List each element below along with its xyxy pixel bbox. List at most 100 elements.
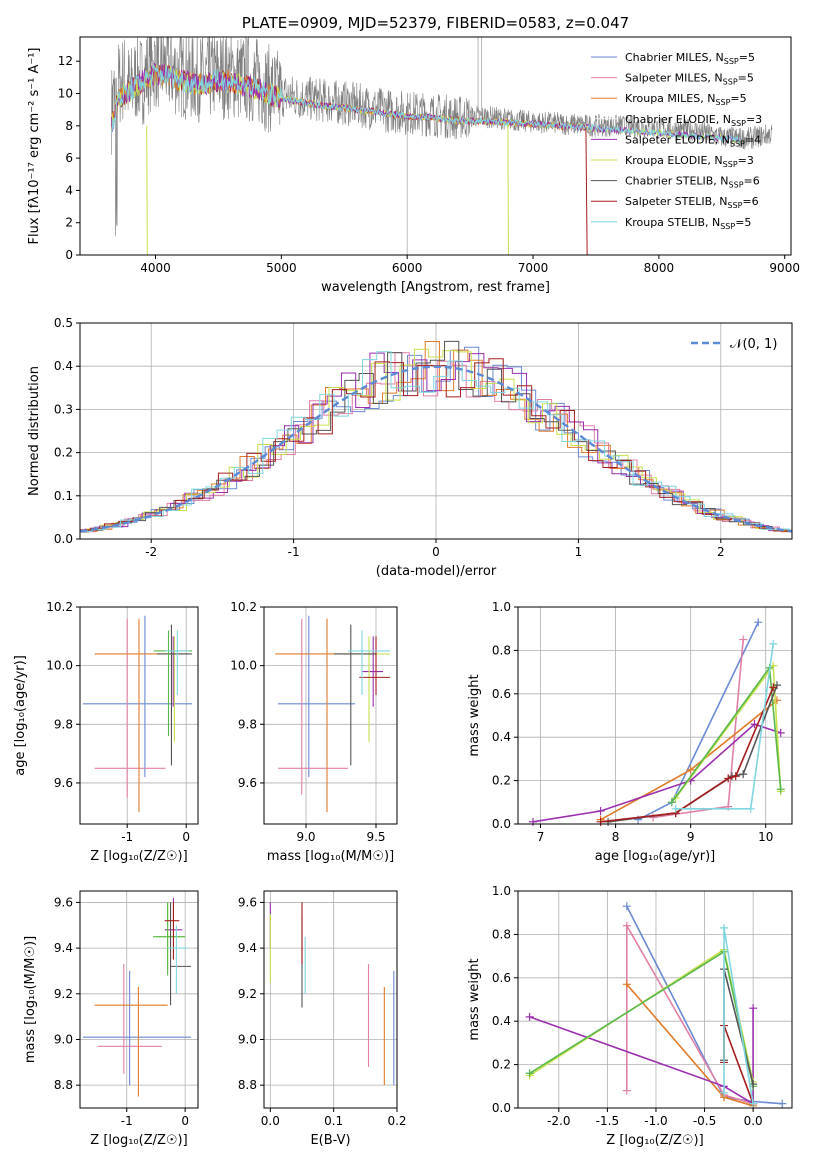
legend-value: =5 (735, 216, 751, 229)
y-tick-label: 9.0 (238, 1032, 257, 1046)
legend-entry: Chabrier MILES, NSSP=5 (625, 51, 755, 66)
weight-point-marker (769, 683, 778, 692)
mass-vs-ebv-chart: 0.0 0.1 0.2 8.8 9.0 9.2 9.4 9.6 E(B-V) (238, 890, 407, 1148)
age-vs-mass-frame (263, 606, 398, 825)
weight-point-marker (622, 980, 631, 989)
x-tick-label: 10 (758, 830, 773, 844)
y-tick-label: 12 (58, 54, 73, 68)
weight-vs-z-chart: -2.0 -1.5 -1.0 -0.5 0.0 0.0 0.2 0.4 0.6 0.8 1.0 Z [… (467, 884, 793, 1148)
residuals-series-group (80, 340, 792, 534)
mass-vs-ebv-marks (269, 902, 395, 1086)
age-vs-mass-marks (275, 615, 390, 813)
x-tick-label: 7 (537, 830, 545, 844)
age-vs-z-marks (82, 615, 193, 813)
legend-entry: Salpeter STELIB, NSSP=6 (625, 195, 759, 210)
weight-point-marker (622, 902, 631, 911)
legend-value: =6 (744, 175, 760, 188)
weight-vs-z-background (518, 891, 792, 1108)
legend-subscript: SSP (731, 119, 746, 128)
x-tick-label: 9000 (769, 261, 800, 275)
x-tick-label: 6000 (392, 261, 423, 275)
spectrum-series-group (111, 37, 773, 255)
residuals-histogram (80, 351, 792, 533)
weight-point-marker (724, 774, 733, 783)
weight-series-line (626, 922, 754, 1105)
legend-value: =5 (739, 51, 755, 64)
residuals-histogram (80, 358, 792, 533)
legend-subscript: SSP (723, 78, 738, 87)
weight-point-marker (649, 813, 658, 822)
mass-vs-ebv-frame (263, 890, 398, 1109)
weight-point-marker (772, 696, 781, 705)
weight-point-marker (719, 1088, 728, 1097)
x-tick-label: -1 (121, 1114, 133, 1128)
x-tick-label: -1 (288, 545, 300, 559)
weight-vs-age-chart: 7 8 9 10 0.0 0.2 0.4 0.6 0.8 1.0 age [log₁₀(age/yr… (467, 600, 793, 864)
residuals-histogram (80, 352, 792, 533)
y-tick-label: 0.2 (492, 1058, 511, 1072)
spectrum-frame (79, 36, 792, 256)
y-tick-label: 1.0 (492, 884, 511, 898)
y-tick-label: 9.6 (54, 776, 73, 790)
weight-point-marker (596, 806, 605, 815)
normal-curve (80, 365, 792, 533)
x-tick-label: 8000 (644, 261, 675, 275)
x-tick-label: -2.0 (547, 1114, 570, 1128)
weight-series-line (529, 1008, 754, 1106)
x-tick-label: 0.2 (387, 1114, 406, 1128)
y-tick-label: 8 (65, 119, 73, 133)
x-tick-label: 2 (717, 545, 725, 559)
x-tick-label: 0 (182, 830, 190, 844)
y-tick-label: 6 (65, 151, 73, 165)
weight-point-marker (731, 772, 740, 781)
y-tick-label: 0.8 (492, 927, 511, 941)
y-tick-label: 9.2 (54, 987, 73, 1001)
y-tick-label: 10 (58, 87, 73, 101)
mass-vs-ebv-background (264, 891, 397, 1108)
spectrum-model-dropout (146, 125, 148, 255)
weight-vs-age-background (518, 607, 792, 824)
x-tick-label: 0.0 (261, 1114, 280, 1128)
x-tick-label: -0.5 (693, 1114, 716, 1128)
y-tick-label: 10.0 (46, 659, 73, 673)
y-tick-label: 4 (65, 183, 73, 197)
mass-vs-z-marks (82, 897, 191, 1097)
age-vs-mass-chart: 9.0 9.5 9.6 9.8 10.0 10.2 mass [log₁₀(M/M☉)] (230, 600, 398, 864)
x-axis-label: age [log₁₀(age/yr)] (595, 849, 716, 864)
x-tick-label: -1.0 (644, 1114, 667, 1128)
legend-value: =5 (730, 92, 746, 105)
weight-point-marker (739, 770, 748, 779)
legend-entry: Salpeter ELODIE, NSSP=4 (625, 133, 761, 148)
y-axis-label: Normed distribution (27, 366, 42, 496)
y-tick-label: 0.2 (492, 774, 511, 788)
legend-entry: Salpeter MILES, NSSP=5 (625, 72, 754, 87)
legend-value: =5 (738, 72, 754, 85)
legend-value: =3 (746, 113, 762, 126)
weight-point-marker (525, 1012, 534, 1021)
legend-subscript: SSP (727, 201, 742, 210)
x-tick-label: -2 (145, 545, 157, 559)
spectrum-background (80, 37, 791, 255)
y-axis-label: mass weight (467, 674, 482, 756)
legend-subscript: SSP (724, 57, 739, 66)
y-tick-label: 9.6 (238, 895, 257, 909)
legend-entry: 𝒩(0, 1) (730, 337, 777, 352)
spectrum-model-dropout (585, 127, 588, 255)
weight-point-marker (719, 923, 728, 932)
spectrum-chart: 4000 5000 6000 7000 8000 9000 0 2 4 6 8 10 12 wavelen… (27, 14, 800, 295)
y-tick-label: 0.6 (492, 971, 511, 985)
weight-vs-z-frame (517, 890, 793, 1109)
weight-point-marker (776, 728, 785, 737)
x-tick-label: 7000 (518, 261, 549, 275)
legend-subscript: SSP (723, 160, 738, 169)
weight-point-marker (754, 618, 763, 627)
legend-entry: Chabrier ELODIE, NSSP=3 (625, 113, 762, 128)
y-tick-label: 9.4 (238, 941, 257, 955)
x-tick-label: -1.5 (596, 1114, 619, 1128)
weight-point-marker (667, 798, 676, 807)
weight-point-marker (778, 1099, 787, 1108)
age-vs-mass-background (264, 607, 397, 824)
y-tick-label: 0.4 (492, 730, 511, 744)
y-tick-label: 0.0 (492, 817, 511, 831)
legend-entry: Chabrier STELIB, NSSP=6 (625, 175, 760, 190)
